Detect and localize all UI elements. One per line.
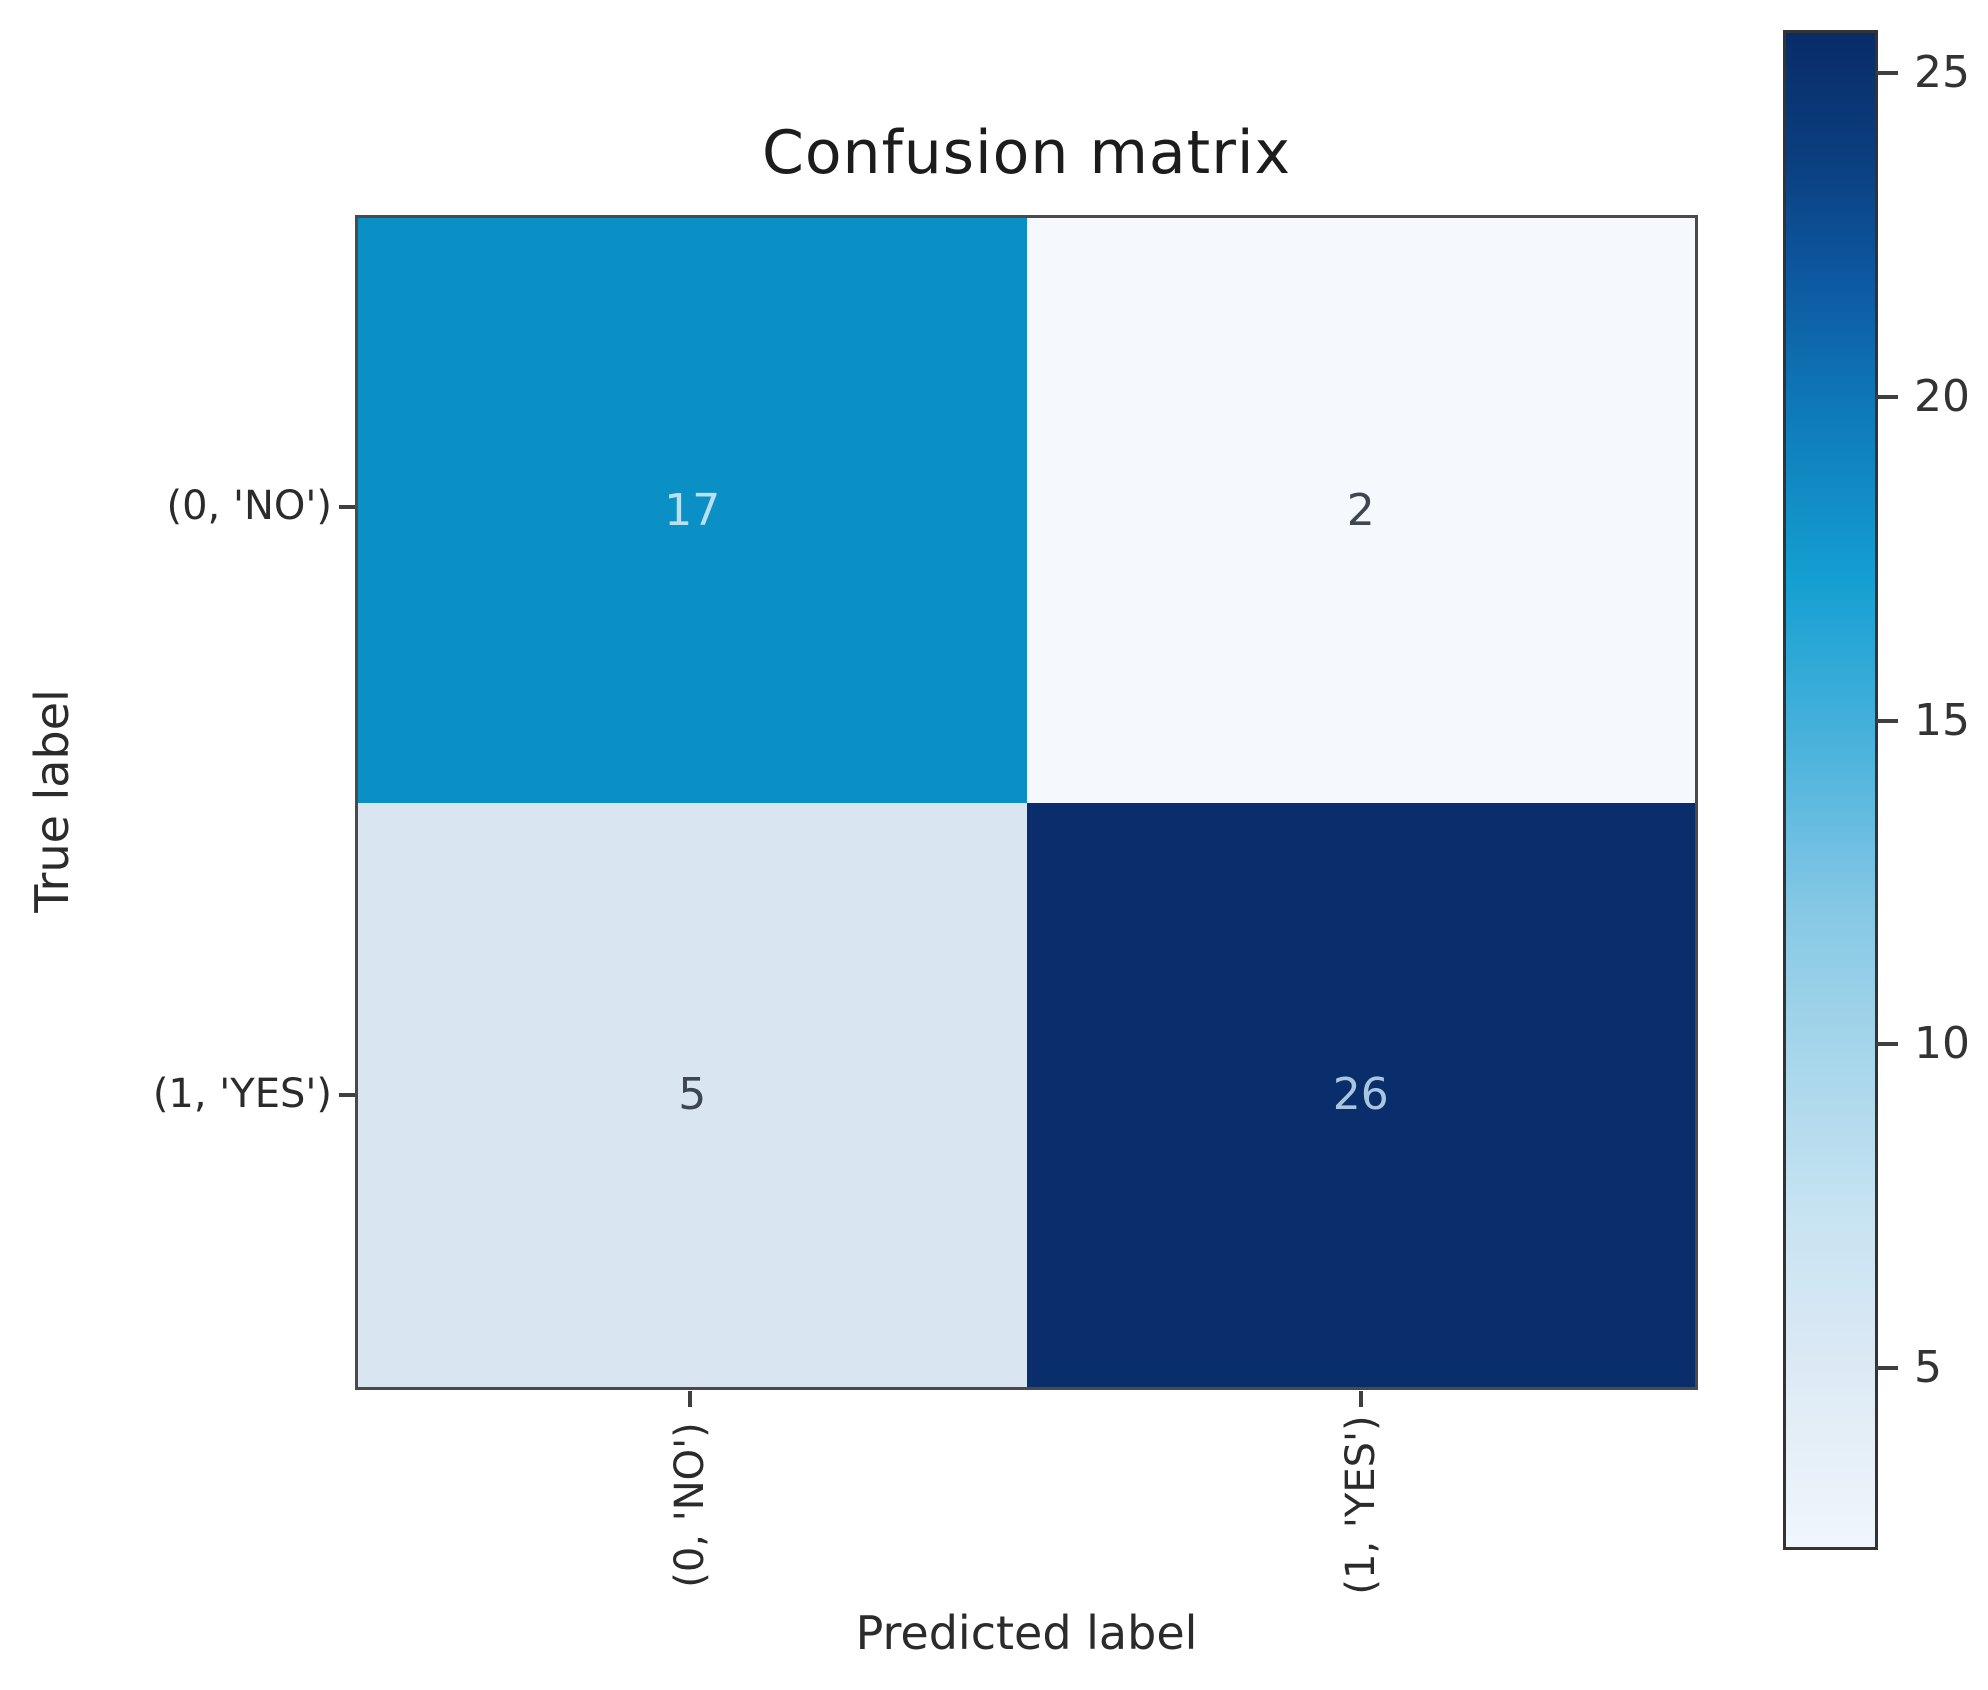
x-axis-title: Predicted label	[855, 1606, 1198, 1660]
colorbar-tick-label-25: 25	[1914, 47, 1970, 98]
matrix-cell-true0-pred1: 2	[1026, 218, 1695, 803]
colorbar-tick-mark-20	[1876, 395, 1898, 399]
colorbar-tick-mark-15	[1876, 719, 1898, 723]
heatmap-matrix: 17 2 5 26	[355, 215, 1698, 1390]
chart-title: Confusion matrix	[761, 118, 1292, 188]
colorbar-tick-label-15: 15	[1914, 695, 1970, 746]
x-tick-label-0: (0, 'NO')	[667, 1422, 713, 1588]
colorbar-tick-label-10: 10	[1914, 1018, 1970, 1069]
colorbar-tick-label-20: 20	[1914, 371, 1970, 422]
x-axis-tick-mark-0	[688, 1391, 692, 1407]
y-axis-title: True label	[25, 689, 79, 913]
y-axis-tick-mark-0	[339, 505, 355, 509]
colorbar-gradient	[1783, 30, 1878, 1550]
matrix-cell-true0-pred0: 17	[358, 218, 1027, 803]
y-axis-tick-mark-1	[339, 1093, 355, 1097]
colorbar-tick-mark-5	[1876, 1366, 1898, 1370]
y-tick-label-1: (1, 'YES')	[152, 1071, 332, 1117]
x-axis-tick-mark-1	[1359, 1391, 1363, 1407]
matrix-cell-true1-pred1: 26	[1026, 802, 1695, 1387]
colorbar-tick-mark-25	[1876, 71, 1898, 75]
colorbar-tick-mark-10	[1876, 1042, 1898, 1046]
colorbar-tick-label-5: 5	[1914, 1342, 1942, 1393]
y-tick-label-0: (0, 'NO')	[166, 483, 333, 529]
x-tick-label-1: (1, 'YES')	[1338, 1415, 1384, 1595]
matrix-cell-true1-pred0: 5	[358, 802, 1027, 1387]
